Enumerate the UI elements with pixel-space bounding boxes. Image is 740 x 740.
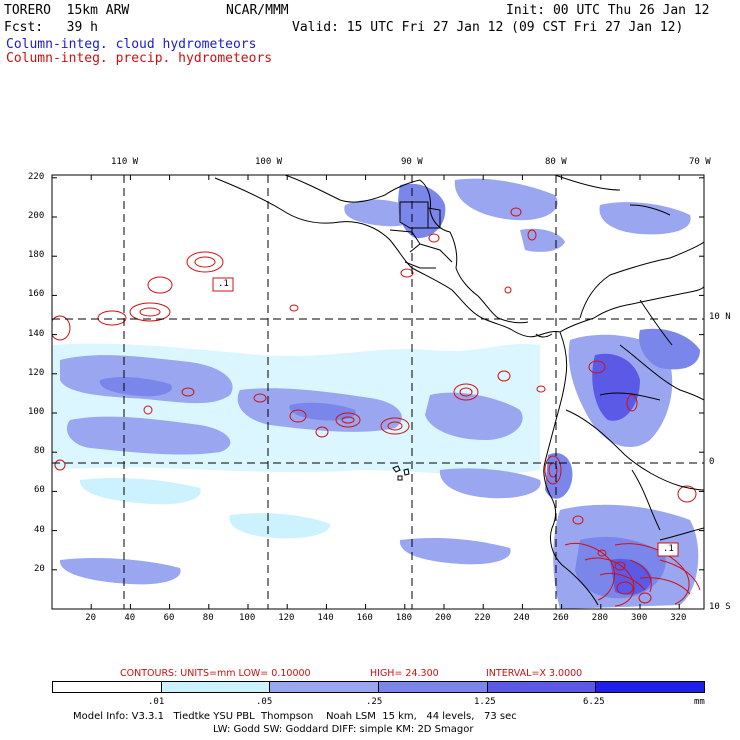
x-tick-label: 120 — [278, 613, 295, 623]
colorbar-label: .01 — [148, 697, 165, 707]
map-frame — [51, 174, 705, 610]
lon-label: 80 W — [545, 157, 567, 167]
init-time: Init: 00 UTC Thu 26 Jan 12 — [506, 3, 710, 18]
coastlines — [214, 175, 704, 606]
lon-label: 100 W — [255, 157, 283, 167]
x-tick-label: 240 — [513, 613, 530, 623]
valid-time: Valid: 15 UTC Fri 27 Jan 12 (09 CST Fri … — [292, 20, 684, 35]
y-tick-label: 40 — [34, 524, 45, 535]
x-tick-label: 80 — [202, 613, 214, 623]
axis-ticks — [52, 175, 704, 609]
contour-label: .1 — [663, 544, 674, 554]
colorbar-units: mm — [694, 697, 705, 707]
colorbar-segment — [378, 681, 488, 693]
colorbar-segment — [595, 681, 705, 693]
x-tick-label: 220 — [474, 613, 491, 623]
y-tick-label: 60 — [34, 485, 45, 496]
x-tick-label: 180 — [395, 613, 413, 623]
forecast-hour: Fcst: 39 h — [4, 20, 98, 35]
colorbar-label: 6.25 — [583, 697, 605, 707]
x-tick-label: 40 — [124, 613, 136, 623]
organization-label: NCAR/MMM — [226, 3, 289, 18]
x-tick-label: 300 — [631, 613, 648, 623]
x-tick-label: 160 — [356, 613, 373, 623]
contour-interval: INTERVAL=X 3.0000 — [486, 668, 583, 679]
y-tick-label: 120 — [28, 367, 45, 378]
cloud-shading — [52, 178, 700, 609]
y-tick-label: 160 — [28, 289, 45, 300]
contour-high: HIGH= 24.300 — [370, 668, 439, 679]
y-tick-label: 140 — [28, 328, 45, 339]
colorbar-segment — [269, 681, 379, 693]
lon-label: 90 W — [401, 157, 423, 167]
colorbar-segment — [160, 681, 271, 693]
lat-label: 0 — [709, 457, 715, 467]
colorbar-label: 1.25 — [474, 697, 496, 707]
contour-label: .1 — [218, 279, 229, 289]
x-tick-label: 60 — [163, 613, 175, 623]
colorbar-label: .25 — [366, 697, 383, 707]
precip-contours — [52, 207, 701, 607]
colorbar-label: .05 — [256, 697, 273, 707]
latlon-grid — [52, 175, 704, 609]
model-info: Model Info: V3.3.1 Tiedtke YSU PBL Thomp… — [73, 711, 517, 722]
x-tick-label: 260 — [552, 613, 569, 623]
field-precip-label: Column-integ. precip. hydrometeors — [6, 51, 273, 66]
y-tick-label: 220 — [28, 171, 45, 182]
contour-label-box — [657, 542, 679, 557]
x-tick-label: 280 — [591, 613, 609, 623]
x-tick-label: 200 — [435, 613, 452, 623]
y-tick-label: 100 — [28, 407, 45, 417]
lon-label: 110 W — [111, 157, 139, 167]
x-tick-label: 100 — [239, 613, 256, 623]
y-tick-label: 200 — [28, 211, 45, 221]
lat-label: 10 S — [709, 602, 731, 612]
field-cloud-label: Column-integ. cloud hydrometeors — [6, 37, 257, 52]
contour-info: CONTOURS: UNITS=mm LOW= 0.10000 — [120, 668, 311, 679]
x-tick-label: 320 — [670, 613, 687, 623]
lon-label: 70 W — [689, 157, 711, 167]
colorbar-segment — [486, 681, 597, 693]
model-title: TORERO 15km ARW — [4, 3, 130, 18]
y-tick-label: 80 — [34, 446, 45, 457]
x-tick-label: 20 — [85, 613, 97, 623]
model-physics: LW: Godd SW: Goddard DIFF: simple KM: 2D… — [213, 724, 474, 735]
colorbar-segment — [52, 681, 162, 693]
y-tick-label: 20 — [34, 563, 45, 574]
lat-label: 10 N — [709, 312, 731, 322]
contour-label-box — [212, 277, 234, 292]
y-tick-label: 180 — [28, 250, 45, 261]
x-tick-label: 140 — [317, 613, 334, 623]
